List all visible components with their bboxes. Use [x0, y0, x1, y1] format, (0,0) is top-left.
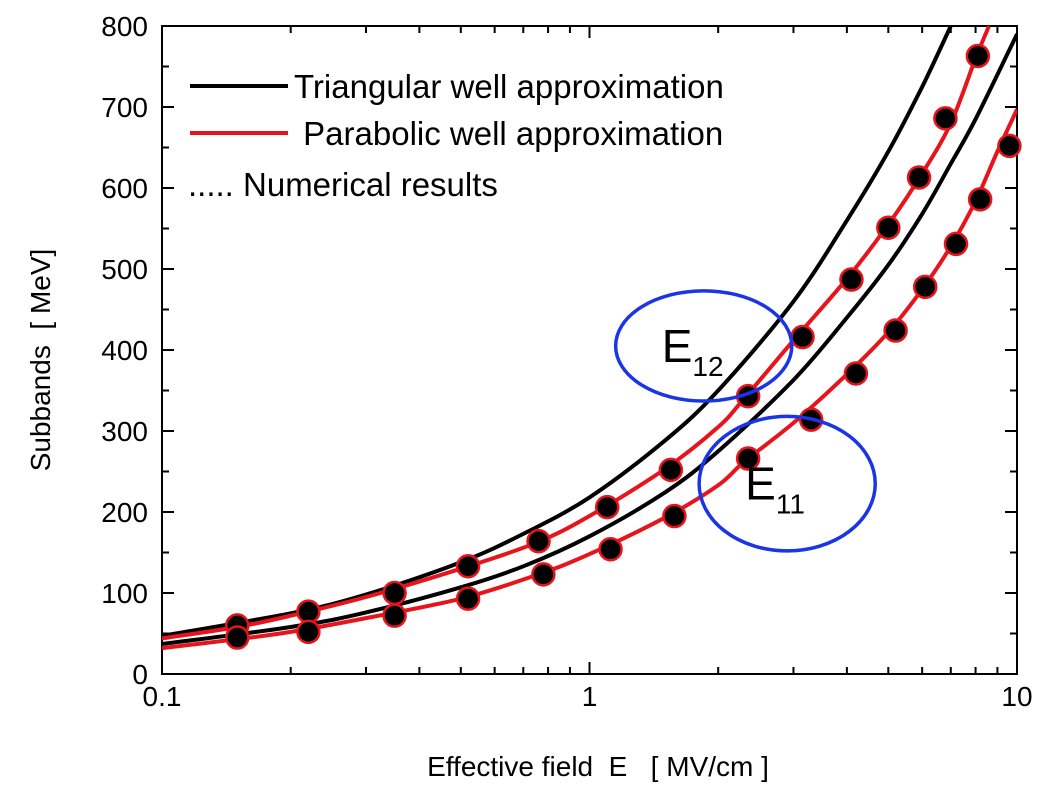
y-tick-label: 600	[101, 173, 148, 204]
legend-label-triangular: Triangular well approximation	[294, 68, 724, 105]
annotations: E12 E11	[613, 289, 877, 553]
y-tick-label: 700	[101, 92, 148, 123]
numerical-point-e11	[883, 318, 908, 343]
numerical-point-e12	[658, 457, 684, 483]
numerical-point-e12	[790, 324, 815, 350]
x-tick-label: 1	[582, 681, 598, 712]
y-tick-label: 100	[101, 578, 148, 609]
numerical-point-e11	[455, 586, 481, 611]
numerical-point-e11	[225, 625, 250, 650]
legend: Triangular well approximation Parabolic …	[188, 68, 724, 203]
numerical-point-e12	[906, 165, 932, 190]
x-tick-label: 10	[1001, 681, 1032, 712]
curve-e11-triangular	[162, 33, 1017, 646]
legend-label-parabolic: Parabolic well approximation	[294, 115, 723, 152]
numerical-point-e11	[382, 603, 407, 628]
numerical-point-e11	[943, 231, 969, 257]
numerical-point-e12	[296, 599, 321, 624]
numerical-point-e12	[965, 43, 991, 69]
numerical-point-e12	[594, 494, 620, 520]
numerical-point-e11	[912, 274, 938, 300]
x-tick-label: 0.1	[143, 681, 182, 712]
y-axis-title: Subbands [ MeV]	[25, 249, 56, 472]
numerical-point-e12	[382, 580, 407, 606]
numerical-point-e11	[662, 503, 687, 529]
numerical-point-e12	[876, 215, 901, 240]
curve-e12-parabolic	[162, 26, 991, 641]
numerical-point-e11	[843, 361, 869, 386]
numerical-point-e11	[997, 133, 1022, 159]
numerical-point-e11	[967, 187, 993, 212]
legend-label-numerical: ..... Numerical results	[188, 166, 498, 203]
curve-e12-triangular	[162, 26, 953, 638]
y-tick-label: 300	[101, 416, 148, 447]
y-tick-label: 0	[132, 659, 148, 690]
y-tick-label: 400	[101, 335, 148, 366]
numerical-point-e12	[526, 528, 551, 554]
y-tick-label: 800	[101, 11, 148, 42]
annotation-label-e11: E11	[745, 458, 805, 520]
numerical-point-e11	[296, 619, 321, 645]
numerical-point-e11	[735, 446, 761, 471]
annotation-ellipse-e12	[613, 289, 794, 403]
curves	[162, 26, 1017, 651]
annotation-ellipse-e11	[697, 414, 877, 553]
annotation-label-e12: E12	[662, 320, 724, 382]
y-tick-label: 200	[101, 497, 148, 528]
y-tick-label: 500	[101, 254, 148, 285]
numerical-point-e12	[933, 106, 958, 131]
numerical-point-e12	[455, 554, 481, 579]
numerical-point-e11	[531, 562, 556, 587]
numerical-point-e12	[839, 267, 864, 292]
axis-ticks	[161, 25, 1018, 675]
numerical-point-e11	[598, 537, 623, 562]
x-axis-title: Effective field E [ MV/cm ]	[427, 751, 769, 782]
